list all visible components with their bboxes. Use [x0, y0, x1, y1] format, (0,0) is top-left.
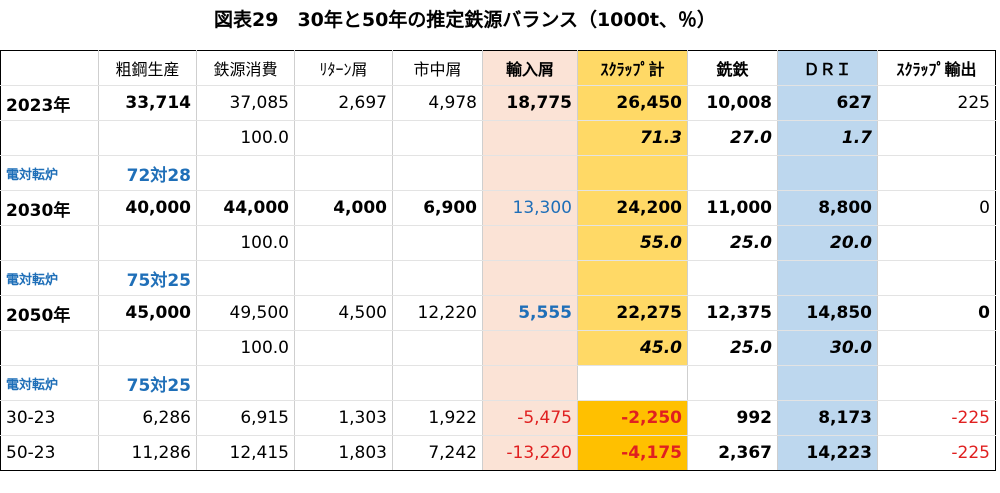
imported-scrap-diff: -5,475: [482, 400, 578, 436]
scrap-export-value: 225: [877, 85, 996, 121]
scrap-export-value: 0: [877, 190, 996, 226]
consumption-value: 37,085: [196, 85, 295, 121]
header-return-scrap: ﾘﾀｰﾝ屑: [294, 50, 393, 86]
consumption-diff: 6,915: [196, 400, 295, 436]
table-row: 電対転炉 75対25: [0, 365, 996, 401]
scrap-total-value: 26,450: [577, 85, 688, 121]
pig-iron-value: 10,008: [687, 85, 778, 121]
market-scrap-value: 12,220: [392, 295, 483, 331]
pig-iron-diff: 2,367: [687, 435, 778, 471]
dri-diff: 14,223: [777, 435, 878, 471]
header-scrap-export: ｽｸﾗｯﾌﾟ輸出: [877, 50, 996, 86]
diff-label: 30-23: [0, 400, 99, 436]
pig-iron-pct: 25.0: [687, 225, 778, 261]
scrap-total-diff: -4,175: [577, 435, 688, 471]
consumption-value: 44,000: [196, 190, 295, 226]
iron-source-balance-table: 粗鋼生産 鉄源消費 ﾘﾀｰﾝ屑 市中屑 輸入屑 ｽｸﾗｯﾌﾟ計 銑鉄 ＤＲＩ ｽ…: [0, 50, 996, 471]
ratio-value: 72対28: [98, 155, 197, 191]
crude-steel-value: 40,000: [98, 190, 197, 226]
table-title: 図表29 30年と50年の推定鉄源バランス（1000t、％）: [214, 9, 716, 31]
scrap-total-value: 24,200: [577, 190, 688, 226]
return-scrap-value: 2,697: [294, 85, 393, 121]
return-scrap-value: 4,500: [294, 295, 393, 331]
scrap-export-value: 0: [877, 295, 996, 331]
year-cell: 2023年: [0, 85, 99, 121]
header-pig-iron: 銑鉄: [687, 50, 778, 86]
market-scrap-diff: 7,242: [392, 435, 483, 471]
dri-pct: 1.7: [777, 120, 878, 156]
table-row: 100.0 55.0 25.0 20.0: [0, 225, 996, 261]
return-scrap-diff: 1,303: [294, 400, 393, 436]
imported-scrap-value: 5,555: [482, 295, 578, 331]
header-market-scrap: 市中屑: [392, 50, 483, 86]
pig-iron-value: 11,000: [687, 190, 778, 226]
crude-steel-diff: 6,286: [98, 400, 197, 436]
table-row: 2023年 33,714 37,085 2,697 4,978 18,775 2…: [0, 85, 996, 121]
crude-steel-value: 45,000: [98, 295, 197, 331]
table-row: 電対転炉 75対25: [0, 260, 996, 296]
year-cell: 2030年: [0, 190, 99, 226]
market-scrap-diff: 1,922: [392, 400, 483, 436]
consumption-pct: 100.0: [196, 120, 295, 156]
table-row: 30-23 6,286 6,915 1,303 1,922 -5,475 -2,…: [0, 400, 996, 436]
table-row: 2050年 45,000 49,500 4,500 12,220 5,555 2…: [0, 295, 996, 331]
consumption-diff: 12,415: [196, 435, 295, 471]
consumption-pct: 100.0: [196, 330, 295, 366]
header-row: 粗鋼生産 鉄源消費 ﾘﾀｰﾝ屑 市中屑 輸入屑 ｽｸﾗｯﾌﾟ計 銑鉄 ＤＲＩ ｽ…: [0, 50, 996, 86]
scrap-total-pct: 55.0: [577, 225, 688, 261]
ratio-label: 電対転炉: [0, 365, 99, 401]
imported-scrap-value: 13,300: [482, 190, 578, 226]
diff-label: 50-23: [0, 435, 99, 471]
consumption-value: 49,500: [196, 295, 295, 331]
pig-iron-diff: 992: [687, 400, 778, 436]
ratio-label: 電対転炉: [0, 260, 99, 296]
scrap-export-diff: -225: [877, 400, 996, 436]
imported-scrap-diff: -13,220: [482, 435, 578, 471]
return-scrap-diff: 1,803: [294, 435, 393, 471]
ratio-value: 75対25: [98, 365, 197, 401]
header-iron-source-consumption: 鉄源消費: [196, 50, 295, 86]
return-scrap-value: 4,000: [294, 190, 393, 226]
crude-steel-diff: 11,286: [98, 435, 197, 471]
dri-value: 8,800: [777, 190, 878, 226]
pig-iron-value: 12,375: [687, 295, 778, 331]
header-blank: [0, 50, 99, 86]
year-cell: 2050年: [0, 295, 99, 331]
dri-diff: 8,173: [777, 400, 878, 436]
table-row: 電対転炉 72対28: [0, 155, 996, 191]
consumption-pct: 100.0: [196, 225, 295, 261]
ratio-label: 電対転炉: [0, 155, 99, 191]
imported-scrap-value: 18,775: [482, 85, 578, 121]
dri-value: 627: [777, 85, 878, 121]
market-scrap-value: 4,978: [392, 85, 483, 121]
header-dri: ＤＲＩ: [777, 50, 878, 86]
header-crude-steel: 粗鋼生産: [98, 50, 197, 86]
scrap-total-value: 22,275: [577, 295, 688, 331]
pig-iron-pct: 25.0: [687, 330, 778, 366]
table-row: 100.0 45.0 25.0 30.0: [0, 330, 996, 366]
pig-iron-pct: 27.0: [687, 120, 778, 156]
scrap-total-pct: 45.0: [577, 330, 688, 366]
dri-pct: 30.0: [777, 330, 878, 366]
scrap-total-pct: 71.3: [577, 120, 688, 156]
table-row: 50-23 11,286 12,415 1,803 7,242 -13,220 …: [0, 435, 996, 471]
market-scrap-value: 6,900: [392, 190, 483, 226]
crude-steel-value: 33,714: [98, 85, 197, 121]
dri-pct: 20.0: [777, 225, 878, 261]
header-scrap-total: ｽｸﾗｯﾌﾟ計: [577, 50, 688, 86]
table-row: 100.0 71.3 27.0 1.7: [0, 120, 996, 156]
dri-value: 14,850: [777, 295, 878, 331]
table-row: 2030年 40,000 44,000 4,000 6,900 13,300 2…: [0, 190, 996, 226]
scrap-export-diff: -225: [877, 435, 996, 471]
header-imported-scrap: 輸入屑: [482, 50, 578, 86]
ratio-value: 75対25: [98, 260, 197, 296]
scrap-total-diff: -2,250: [577, 400, 688, 436]
